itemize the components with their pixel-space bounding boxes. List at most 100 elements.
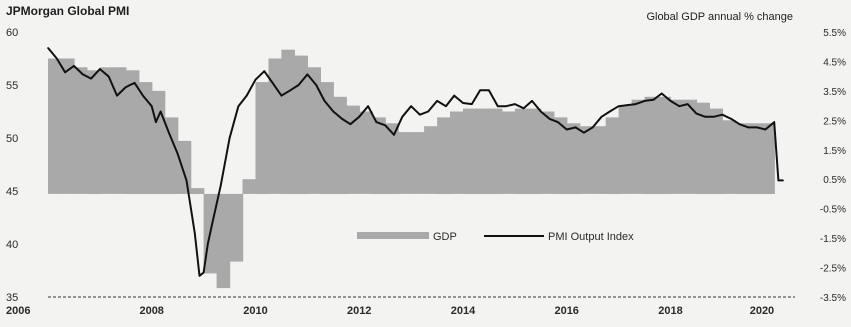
y-left-tick-label: 60 xyxy=(6,27,18,39)
pmi-point xyxy=(419,113,421,116)
gdp-bar xyxy=(86,70,101,194)
pmi-point xyxy=(445,105,447,107)
pmi-point xyxy=(198,275,201,277)
x-tick-label: 2010 xyxy=(243,305,267,317)
pmi-point xyxy=(185,179,188,182)
pmi-point xyxy=(99,68,101,70)
gdp-bar xyxy=(488,108,503,194)
gdp-bar xyxy=(61,58,75,194)
pmi-point xyxy=(591,126,594,129)
pmi-point xyxy=(82,73,84,76)
pmi-point xyxy=(47,47,49,49)
pmi-point xyxy=(375,121,378,123)
pmi-line xyxy=(47,47,784,277)
gdp-bar xyxy=(631,99,646,194)
pmi-point xyxy=(540,110,542,113)
y-right-tick-label: 2.5% xyxy=(823,116,846,127)
y-right-tick-label: -0.5% xyxy=(820,205,846,216)
pmi-point xyxy=(777,179,780,182)
gdp-bar xyxy=(138,82,153,194)
pmi-point xyxy=(155,121,157,123)
pmi-point xyxy=(358,116,361,118)
y-left-tick-label: 55 xyxy=(6,80,18,92)
pmi-point xyxy=(228,137,231,139)
pmi-point xyxy=(393,134,395,136)
gdp-bar xyxy=(372,117,386,194)
pmi-point xyxy=(660,92,663,95)
y-left-tick-label: 35 xyxy=(6,292,18,304)
x-tick-label: 2016 xyxy=(554,305,578,317)
legend-gdp-swatch xyxy=(357,232,429,239)
pmi-point xyxy=(704,116,707,118)
gdp-bar xyxy=(592,126,607,194)
pmi-point xyxy=(617,105,620,107)
gdp-bar xyxy=(125,70,140,194)
pmi-point xyxy=(462,102,464,104)
y-right-tick-label: -3.5% xyxy=(820,293,846,304)
pmi-point xyxy=(341,118,343,120)
gdp-bar xyxy=(359,111,373,194)
gdp-bar xyxy=(527,108,542,194)
gdp-bar xyxy=(579,126,594,194)
pmi-point xyxy=(315,84,318,86)
pmi-point xyxy=(107,75,110,78)
gdp-bar xyxy=(476,108,490,194)
x-tick-label: 2008 xyxy=(139,305,163,317)
pmi-point xyxy=(280,94,283,97)
pmi-point xyxy=(384,124,387,127)
pmi-point xyxy=(756,126,758,129)
gdp-bar xyxy=(722,120,736,194)
gdp-bar xyxy=(216,193,231,289)
x-tick-label: 2006 xyxy=(6,305,30,317)
pmi-point xyxy=(194,232,196,235)
pmi-point xyxy=(263,70,266,72)
gdp-bar xyxy=(177,140,192,194)
pmi-point xyxy=(773,121,775,123)
gdp-bar xyxy=(437,117,451,194)
gdp-bar xyxy=(281,49,295,195)
gdp-bar xyxy=(748,123,762,194)
y-right-tick-label: 4.5% xyxy=(823,57,846,68)
gdp-bar xyxy=(255,82,270,194)
gdp-bar xyxy=(553,117,568,194)
pmi-point xyxy=(159,110,162,113)
x-tick-label: 2018 xyxy=(658,305,682,317)
pmi-point xyxy=(738,123,741,125)
pmi-point xyxy=(471,103,473,105)
gdp-bar xyxy=(112,67,127,194)
pmi-point xyxy=(349,123,352,125)
pmi-point xyxy=(168,131,170,134)
y-right-tick-label: -2.5% xyxy=(820,264,846,275)
gdp-bar xyxy=(709,108,723,194)
y-right-tick-label: 1.5% xyxy=(823,146,846,157)
pmi-point xyxy=(505,105,507,107)
gdp-bar xyxy=(566,123,581,194)
gdp-bar xyxy=(761,123,775,194)
gdp-bar xyxy=(385,123,399,194)
pmi-point xyxy=(202,271,205,274)
gdp-bar xyxy=(605,117,620,194)
pmi-point xyxy=(609,110,611,113)
pmi-point xyxy=(730,118,732,120)
y-left-tick-label: 50 xyxy=(6,133,18,145)
gdp-bar xyxy=(320,82,334,194)
x-tick-label: 2020 xyxy=(750,305,774,317)
pmi-point xyxy=(271,82,274,84)
pmi-point xyxy=(574,126,577,129)
pmi-point xyxy=(90,77,92,80)
pmi-point xyxy=(678,105,681,107)
pmi-point xyxy=(73,65,75,67)
pmi-point xyxy=(764,128,767,131)
pmi-point xyxy=(427,110,430,113)
gdp-bar xyxy=(411,132,425,194)
gdp-bar xyxy=(229,193,244,262)
x-tick-label: 2014 xyxy=(451,305,476,317)
legend-pmi-label: PMI Output Index xyxy=(548,231,634,243)
chart-title-left: JPMorgan Global PMI xyxy=(6,4,129,18)
gdp-bar xyxy=(190,188,205,194)
pmi-point xyxy=(626,104,629,106)
gdp-bar xyxy=(99,67,114,194)
gdp-bar xyxy=(346,105,360,194)
